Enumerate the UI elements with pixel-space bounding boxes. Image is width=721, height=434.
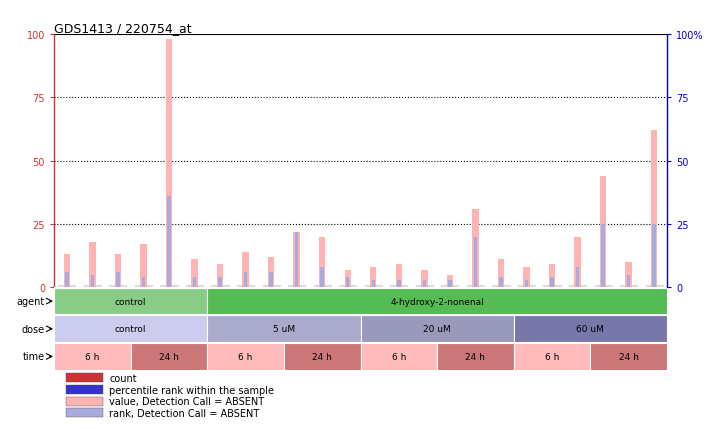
Bar [513,343,590,370]
Bar [653,224,656,288]
Bar [54,316,208,342]
Bar [66,373,103,382]
Bar [142,277,145,288]
Text: 6 h: 6 h [392,352,406,361]
Text: agent: agent [17,296,45,306]
Bar [513,316,667,342]
Bar [66,408,103,418]
Bar [141,245,146,288]
Text: 6 h: 6 h [239,352,253,361]
Bar [208,343,284,370]
Bar [549,265,555,288]
Bar [89,242,96,288]
Bar [166,40,172,288]
Bar [345,270,351,288]
Bar [397,280,401,288]
Bar [627,275,630,288]
Bar [208,316,360,342]
Bar [360,343,437,370]
Bar [472,209,479,288]
Text: 5 uM: 5 uM [273,325,295,333]
Bar [65,273,68,288]
Bar [625,262,632,288]
Bar [217,265,224,288]
Bar [423,280,426,288]
Bar [167,197,171,288]
Bar [499,277,503,288]
Text: 24 h: 24 h [159,352,179,361]
Bar [91,275,94,288]
Bar [270,273,273,288]
Bar [63,255,70,288]
Bar [66,397,103,406]
Bar [193,277,196,288]
Text: 60 uM: 60 uM [576,325,604,333]
Bar [600,176,606,288]
Bar [651,131,658,288]
Text: rank, Detection Call = ABSENT: rank, Detection Call = ABSENT [110,408,260,418]
Bar [523,267,530,288]
Bar [370,267,376,288]
Bar [447,275,453,288]
Bar [576,267,579,288]
Bar [116,273,120,288]
Text: control: control [115,297,146,306]
Text: 6 h: 6 h [545,352,559,361]
Text: time: time [23,352,45,362]
Bar [371,280,375,288]
Bar [268,257,274,288]
Text: percentile rank within the sample: percentile rank within the sample [110,385,274,395]
Bar [550,277,554,288]
Text: 24 h: 24 h [312,352,332,361]
Text: 4-hydroxy-2-nonenal: 4-hydroxy-2-nonenal [390,297,484,306]
Bar [54,343,131,370]
Text: dose: dose [22,324,45,334]
Bar [115,255,121,288]
Bar [131,343,208,370]
Bar [497,260,504,288]
Bar [437,343,513,370]
Bar [66,385,103,394]
Bar [474,237,477,288]
Text: GDS1413 / 220754_at: GDS1413 / 220754_at [54,22,192,35]
Bar [208,288,667,315]
Text: control: control [115,325,146,333]
Bar [242,252,249,288]
Bar [320,267,324,288]
Bar [54,288,208,315]
Bar [601,224,605,288]
Bar [360,316,513,342]
Bar [396,265,402,288]
Bar [284,343,360,370]
Bar [575,237,580,288]
Text: 6 h: 6 h [85,352,99,361]
Bar [295,232,298,288]
Bar [421,270,428,288]
Bar [244,273,247,288]
Text: 20 uM: 20 uM [423,325,451,333]
Bar [590,343,667,370]
Bar [525,280,528,288]
Text: 24 h: 24 h [619,352,639,361]
Bar [319,237,325,288]
Bar [218,277,222,288]
Bar [191,260,198,288]
Text: 24 h: 24 h [466,352,485,361]
Bar [448,280,451,288]
Text: value, Detection Call = ABSENT: value, Detection Call = ABSENT [110,396,265,406]
Bar [346,277,350,288]
Bar [293,232,300,288]
Text: count: count [110,373,137,383]
